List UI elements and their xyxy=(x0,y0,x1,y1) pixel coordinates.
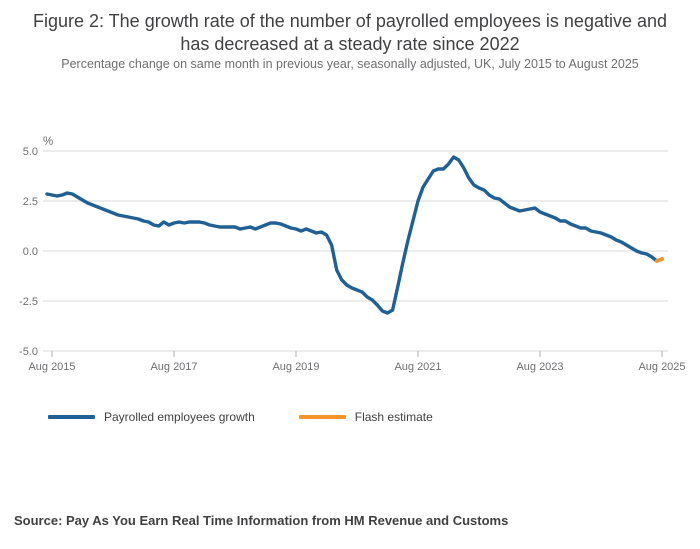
y-axis-tick-label: 5.0 xyxy=(23,146,38,158)
y-axis-unit-label: % xyxy=(43,136,53,148)
x-axis-tick-label: Aug 2021 xyxy=(394,361,441,373)
chart-area: 5.0 2.5 0.0 -2.5 -5.0% Aug 2015 Aug 2017 Aug 20… xyxy=(0,135,700,385)
payrolled-growth-line xyxy=(45,155,659,315)
legend-item-flash: Flash estimate xyxy=(298,410,433,424)
y-axis-tick-label: -2.5 xyxy=(19,296,38,308)
flash-estimate-line xyxy=(654,257,664,263)
x-axis-tick-label: Aug 2019 xyxy=(272,361,319,373)
source-note: Source: Pay As You Earn Real Time Inform… xyxy=(14,513,509,528)
y-axis-tick-label: -5.0 xyxy=(19,346,38,358)
legend-label-flash: Flash estimate xyxy=(354,410,433,424)
x-axis-tick-label: Aug 2017 xyxy=(150,361,197,373)
figure-title: Figure 2: The growth rate of the number … xyxy=(32,11,668,55)
legend-swatch-flash-icon xyxy=(298,415,346,419)
line-chart: 5.0 2.5 0.0 -2.5 -5.0% Aug 2015 Aug 2017 Aug 20… xyxy=(19,136,686,373)
x-axis-tick-label: Aug 2015 xyxy=(28,361,75,373)
x-axis-tick-label: Aug 2025 xyxy=(638,361,685,373)
figure-subtitle: Percentage change on same month in previ… xyxy=(61,57,639,71)
y-axis-tick-label: 2.5 xyxy=(23,196,38,208)
legend-item-payrolled: Payrolled employees growth xyxy=(48,410,255,424)
legend-label-payrolled: Payrolled employees growth xyxy=(104,410,255,424)
y-axis-tick-label: 0.0 xyxy=(23,246,38,258)
x-axis-tick-label: Aug 2023 xyxy=(516,361,563,373)
chart-legend: Payrolled employees growth Flash estimat… xyxy=(48,410,477,424)
legend-swatch-payrolled-icon xyxy=(48,415,95,419)
